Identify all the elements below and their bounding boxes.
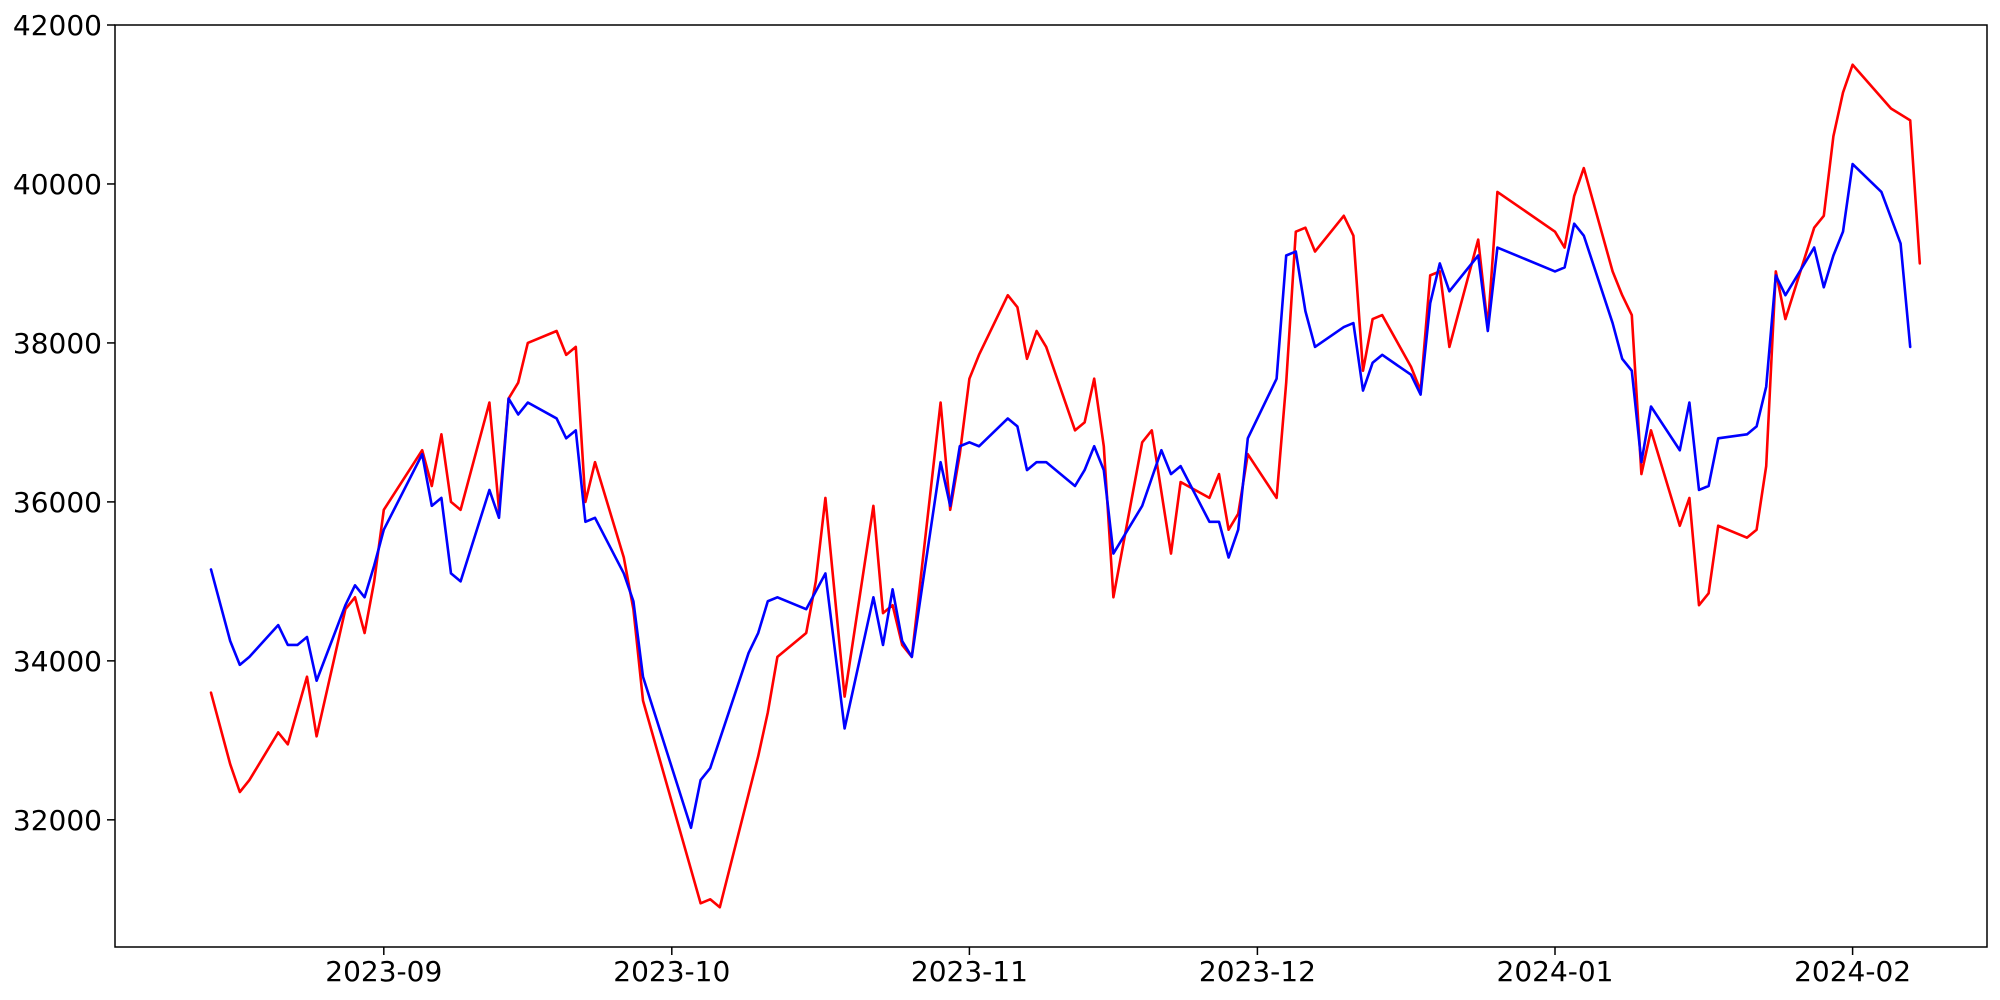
- series-line: [209, 63, 1922, 909]
- y-tick-label: 32000: [13, 804, 102, 837]
- series-1: [209, 63, 1922, 909]
- y-tick-label: 36000: [13, 486, 102, 519]
- x-tick-label: 2023-10: [613, 955, 730, 988]
- x-tick-label: 2023-09: [325, 955, 442, 988]
- plot-frame: [114, 24, 1988, 948]
- x-tick-label: 2023-11: [911, 955, 1028, 988]
- axes-layer: 2023-09 2023-10 2023-11 2023-12 2024-01 2024-…: [13, 9, 1988, 988]
- y-tick-label: 42000: [13, 9, 102, 42]
- y-tick-label: 38000: [13, 327, 102, 360]
- y-tick-label: 34000: [13, 645, 102, 678]
- series-2: [209, 162, 1912, 830]
- x-tick-label: 2023-12: [1199, 955, 1316, 988]
- series-line: [209, 162, 1912, 830]
- series-layer: [209, 63, 1922, 909]
- x-tick-label: 2024-02: [1794, 955, 1911, 988]
- x-tick-label: 2024-01: [1497, 955, 1614, 988]
- y-tick-label: 40000: [13, 168, 102, 201]
